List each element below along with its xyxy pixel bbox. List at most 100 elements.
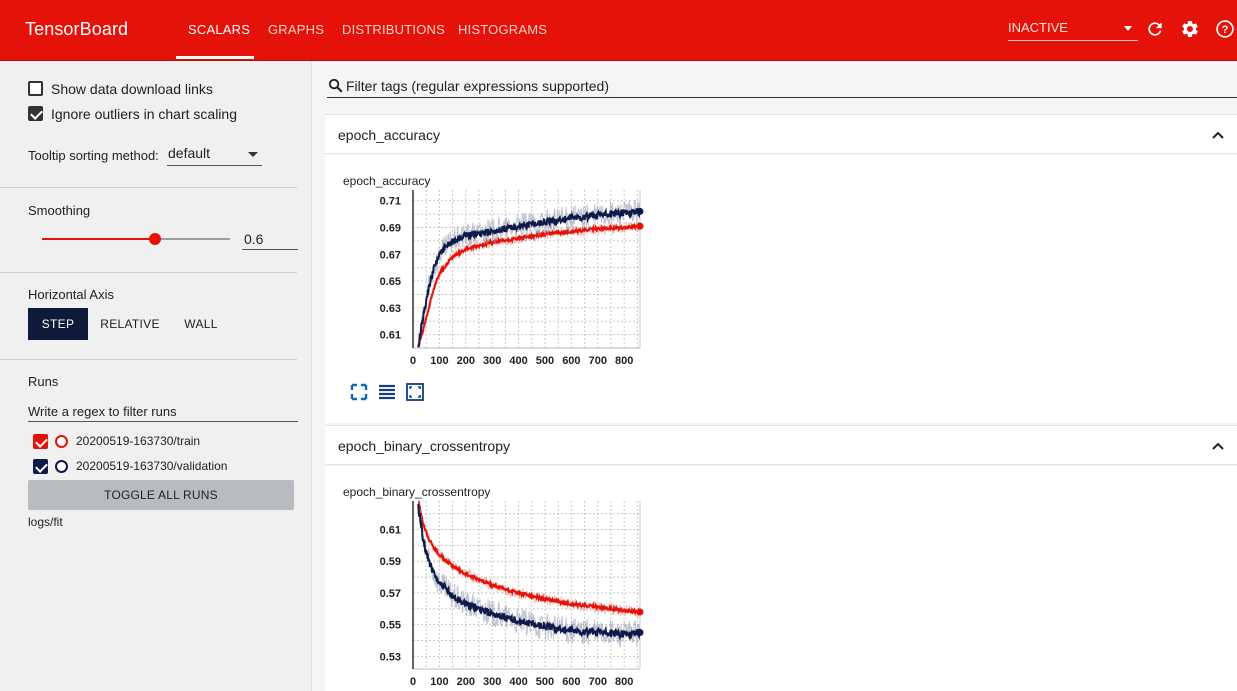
card-title: epoch_accuracy xyxy=(338,127,440,143)
smoothing-slider-thumb[interactable] xyxy=(148,233,161,245)
x-tick-label: 200 xyxy=(457,355,475,367)
x-tick-label: 100 xyxy=(430,676,448,688)
card-header-epoch-binary-crossentropy[interactable]: epoch_binary_crossentropy xyxy=(325,425,1237,465)
x-tick-label: 100 xyxy=(430,355,448,367)
series-end-point xyxy=(636,222,644,230)
chevron-down-icon xyxy=(248,152,258,157)
smoothing-slider[interactable] xyxy=(42,233,230,245)
horizontal-axis-label: Horizontal Axis xyxy=(28,287,114,302)
y-tick-label: 0.67 xyxy=(380,249,401,261)
y-tick-label: 0.57 xyxy=(380,588,401,600)
svg-text:?: ? xyxy=(1222,24,1229,36)
y-tick-label: 0.53 xyxy=(380,651,401,663)
run-state-value: INACTIVE xyxy=(1008,20,1068,35)
series-line xyxy=(417,221,641,348)
x-tick-label: 400 xyxy=(509,355,527,367)
x-tick-label: 300 xyxy=(483,355,501,367)
run-validation-color-icon xyxy=(55,460,68,473)
accuracy-chart[interactable]: 0.61 0.63 0.65 0.67 0.69 0.71 0 100 200 300 400 500… xyxy=(325,188,665,418)
tab-histograms[interactable]: HISTOGRAMS xyxy=(458,22,548,37)
x-tick-label: 300 xyxy=(483,676,501,688)
series-end-point xyxy=(636,629,644,637)
ignore-outliers-checkbox[interactable] xyxy=(28,106,43,121)
x-tick-label: 700 xyxy=(589,355,607,367)
x-tick-label: 500 xyxy=(536,676,554,688)
run-train-color-icon xyxy=(55,435,68,448)
y-tick-label: 0.69 xyxy=(380,222,401,234)
tab-distributions[interactable]: DISTRIBUTIONS xyxy=(342,22,445,37)
run-state-select[interactable]: INACTIVE xyxy=(1008,20,1138,41)
chevron-up-icon[interactable] xyxy=(1211,128,1225,142)
y-tick-label: 0.71 xyxy=(380,196,401,208)
chevron-up-icon[interactable] xyxy=(1211,439,1225,453)
run-train-checkbox[interactable] xyxy=(33,434,48,449)
tab-scalars[interactable]: SCALARS xyxy=(188,22,251,37)
card-header-epoch-accuracy[interactable]: epoch_accuracy xyxy=(325,114,1237,154)
y-tick-label: 0.61 xyxy=(380,330,401,342)
tooltip-sorting-value: default xyxy=(168,145,211,161)
x-tick-label: 400 xyxy=(509,676,527,688)
tooltip-sorting-select[interactable]: default xyxy=(167,144,262,166)
logdir-label: logs/fit xyxy=(28,515,63,529)
binary-crossentropy-chart[interactable]: 0.53 0.55 0.57 0.59 0.61 0 100 200 300 400 500 600 7… xyxy=(325,499,665,691)
run-regex-input[interactable]: Write a regex to filter runs xyxy=(28,400,298,422)
ignore-outliers-label: Ignore outliers in chart scaling xyxy=(51,106,237,122)
axis-relative-button[interactable]: RELATIVE xyxy=(100,317,160,331)
x-tick-label: 600 xyxy=(562,355,580,367)
y-tick-label: 0.59 xyxy=(380,556,401,568)
chart-card-epoch-accuracy: epoch_accuracy 0.61 0.63 0.65 0.67 0.69 0.71 0… xyxy=(325,155,1237,423)
x-tick-label: 0 xyxy=(410,355,416,367)
top-app-bar: TensorBoard SCALARS GRAPHS DISTRIBUTIONS… xyxy=(0,0,1237,61)
help-icon[interactable]: ? xyxy=(1215,19,1235,39)
show-download-links-label: Show data download links xyxy=(51,81,213,97)
x-tick-label: 0 xyxy=(410,676,416,688)
x-tick-label: 700 xyxy=(589,676,607,688)
smoothing-label: Smoothing xyxy=(28,203,91,218)
toggle-log-scale-icon[interactable] xyxy=(377,382,397,402)
series-line xyxy=(417,503,641,642)
x-tick-label: 800 xyxy=(615,355,633,367)
chart-title: epoch_accuracy xyxy=(343,174,431,188)
card-title: epoch_binary_crossentropy xyxy=(338,438,510,454)
chart-grid xyxy=(412,501,640,669)
active-tab-indicator xyxy=(176,56,254,59)
tag-filter-input[interactable]: Filter tags (regular expressions support… xyxy=(327,76,1237,98)
toggle-all-runs-button[interactable]: TOGGLE ALL RUNS xyxy=(28,480,294,510)
y-tick-label: 0.63 xyxy=(380,303,401,315)
settings-icon[interactable] xyxy=(1180,19,1200,39)
run-regex-placeholder: Write a regex to filter runs xyxy=(28,404,177,419)
search-icon xyxy=(328,78,343,93)
runs-label: Runs xyxy=(28,374,59,389)
series-end-point xyxy=(636,207,644,215)
series-line xyxy=(417,500,641,617)
y-tick-label: 0.61 xyxy=(380,525,401,537)
sidebar: Show data download links Ignore outliers… xyxy=(0,62,312,691)
chart-title: epoch_binary_crossentropy xyxy=(343,485,491,499)
series-end-point xyxy=(636,608,644,616)
x-tick-label: 600 xyxy=(562,676,580,688)
series-line xyxy=(417,207,641,347)
tooltip-sorting-label: Tooltip sorting method: xyxy=(28,148,159,163)
divider xyxy=(0,272,297,273)
fit-domain-icon[interactable] xyxy=(405,382,425,402)
fullscreen-icon[interactable] xyxy=(349,382,369,402)
app-title: TensorBoard xyxy=(25,19,129,39)
axis-step-button[interactable]: STEP xyxy=(28,308,88,340)
x-tick-label: 200 xyxy=(457,676,475,688)
run-validation-label: 20200519-163730/validation xyxy=(76,459,228,473)
main-content: Filter tags (regular expressions support… xyxy=(313,62,1237,691)
x-tick-label: 500 xyxy=(536,355,554,367)
axis-wall-button[interactable]: WALL xyxy=(184,317,218,331)
divider xyxy=(0,359,297,360)
run-train-label: 20200519-163730/train xyxy=(76,434,201,448)
tag-filter-placeholder: Filter tags (regular expressions support… xyxy=(346,78,610,94)
smoothing-value-input[interactable]: 0.6 xyxy=(242,228,298,250)
refresh-icon[interactable] xyxy=(1145,19,1165,39)
tab-graphs[interactable]: GRAPHS xyxy=(268,22,325,37)
divider xyxy=(0,187,297,188)
y-tick-label: 0.55 xyxy=(380,620,401,632)
chart-card-epoch-binary-crossentropy: epoch_binary_crossentropy 0.53 0.55 0.57 0.… xyxy=(325,466,1237,691)
show-download-links-checkbox[interactable] xyxy=(28,81,43,96)
run-validation-checkbox[interactable] xyxy=(33,459,48,474)
chevron-down-icon xyxy=(1124,26,1132,31)
